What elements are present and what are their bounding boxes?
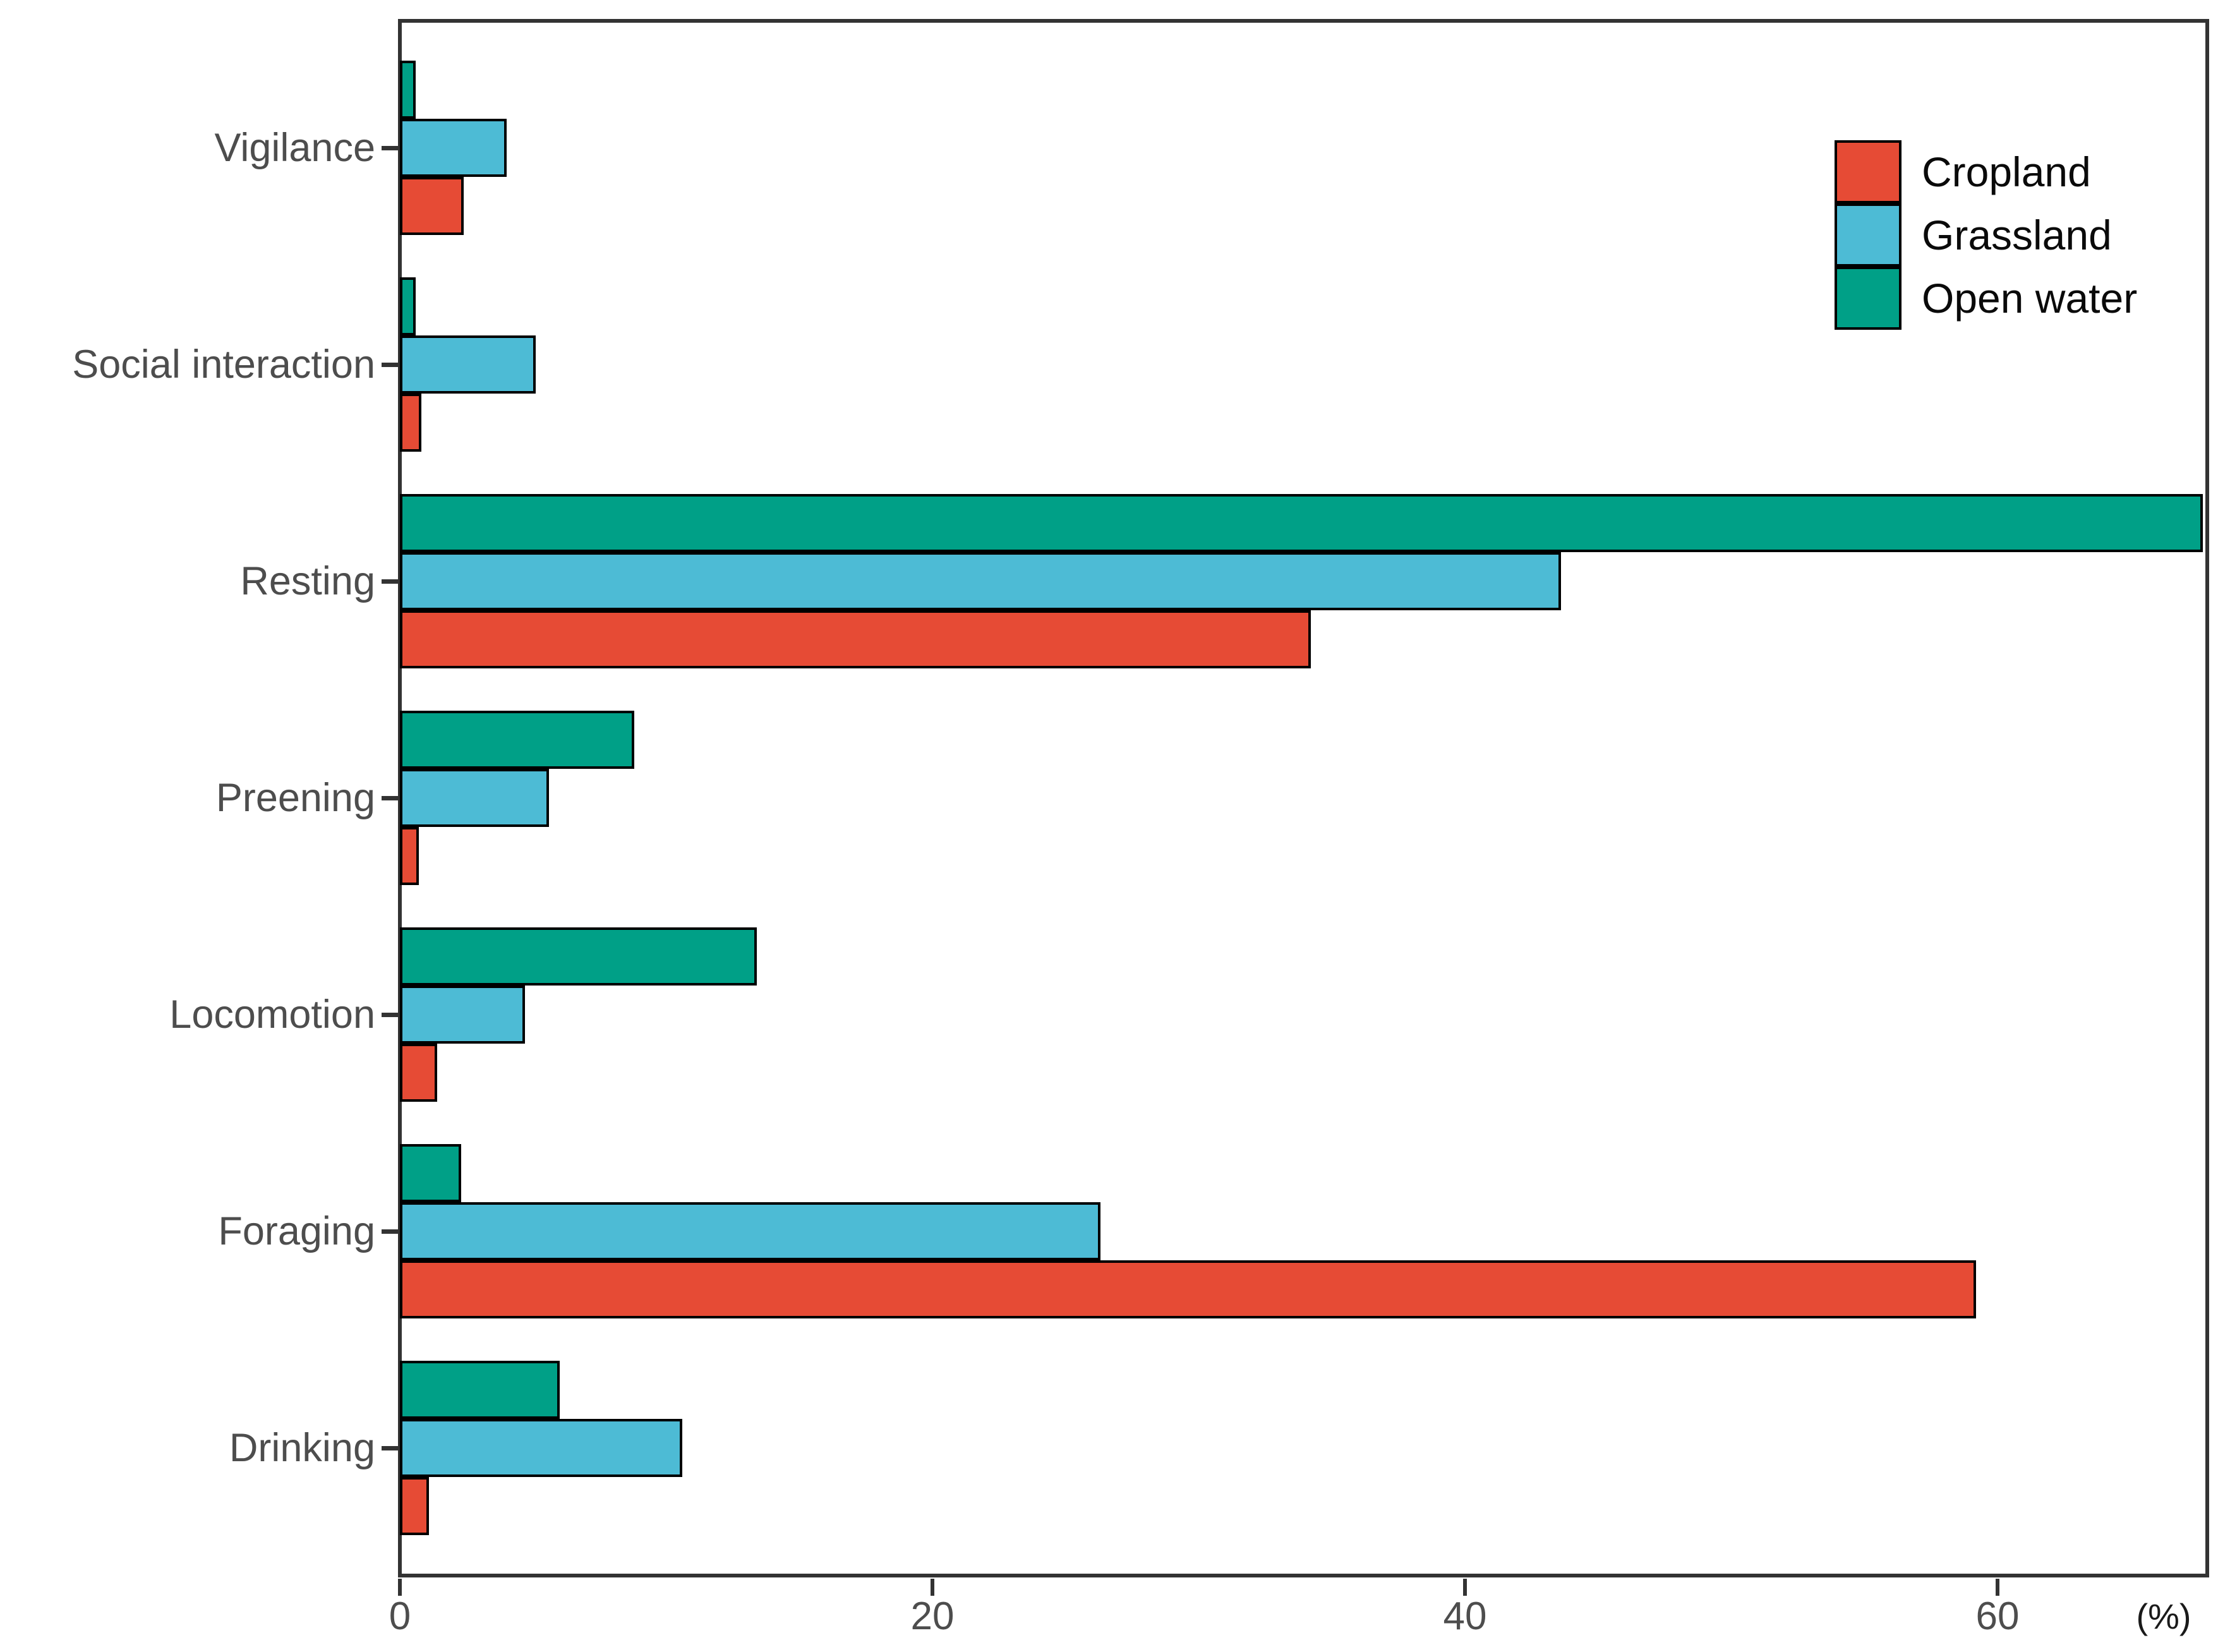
- category-label-preening: Preening: [215, 776, 375, 820]
- bar-vigilance-cropland: [400, 177, 464, 235]
- bar-foraging-open-water: [400, 1144, 461, 1202]
- bar-preening-grassland: [400, 769, 550, 827]
- legend-item-grassland: Grassland: [1835, 203, 2137, 267]
- legend-key-swatch: [1835, 267, 1902, 330]
- x-axis-tick: [931, 1579, 934, 1596]
- legend-item-open-water: Open water: [1835, 267, 2137, 330]
- legend-key-swatch: [1835, 140, 1902, 203]
- x-axis-tick-label: 40: [1443, 1595, 1487, 1638]
- category-tick: [382, 1013, 398, 1017]
- x-axis-tick-label: 60: [1975, 1595, 2020, 1638]
- bar-preening-cropland: [400, 827, 419, 885]
- bar-locomotion-cropland: [400, 1044, 437, 1102]
- bar-resting-cropland: [400, 610, 1311, 668]
- x-axis-tick: [1463, 1579, 1467, 1596]
- x-axis-tick-label: 20: [910, 1595, 955, 1638]
- bar-resting-open-water: [400, 494, 2203, 552]
- bar-social-interaction-cropland: [400, 394, 421, 452]
- bar-resting-grassland: [400, 552, 1561, 610]
- category-tick: [382, 1446, 398, 1450]
- legend-label: Open water: [1922, 275, 2138, 322]
- legend-label: Cropland: [1922, 148, 2091, 195]
- bar-drinking-open-water: [400, 1361, 560, 1419]
- bar-drinking-grassland: [400, 1419, 682, 1477]
- category-tick: [382, 579, 398, 584]
- bar-preening-open-water: [400, 711, 634, 769]
- bar-locomotion-open-water: [400, 927, 757, 986]
- legend: Cropland Grassland Open water: [1835, 140, 2137, 330]
- category-label-social-interaction: Social interaction: [72, 342, 375, 387]
- category-tick: [382, 1229, 398, 1234]
- bar-social-interaction-open-water: [400, 277, 416, 335]
- bar-foraging-grassland: [400, 1202, 1100, 1260]
- x-axis-tick: [1996, 1579, 1999, 1596]
- category-tick: [382, 363, 398, 367]
- category-label-drinking: Drinking: [229, 1426, 375, 1470]
- x-axis-tick: [398, 1579, 402, 1596]
- x-axis-unit-label: (%): [2136, 1596, 2191, 1636]
- x-axis-tick-label: 0: [389, 1595, 411, 1638]
- category-label-vigilance: Vigilance: [214, 126, 375, 170]
- legend-item-cropland: Cropland: [1835, 140, 2137, 203]
- legend-key-swatch: [1835, 203, 1902, 267]
- category-tick: [382, 796, 398, 800]
- category-label-foraging: Foraging: [218, 1209, 375, 1253]
- category-label-resting: Resting: [240, 559, 375, 603]
- bar-drinking-cropland: [400, 1477, 430, 1535]
- bar-locomotion-grassland: [400, 986, 526, 1044]
- bar-vigilance-grassland: [400, 119, 507, 177]
- bar-vigilance-open-water: [400, 61, 416, 119]
- bar-foraging-cropland: [400, 1260, 1977, 1318]
- category-label-locomotion: Locomotion: [169, 992, 375, 1037]
- category-tick: [382, 146, 398, 150]
- legend-label: Grassland: [1922, 212, 2112, 258]
- bar-social-interaction-grassland: [400, 335, 536, 394]
